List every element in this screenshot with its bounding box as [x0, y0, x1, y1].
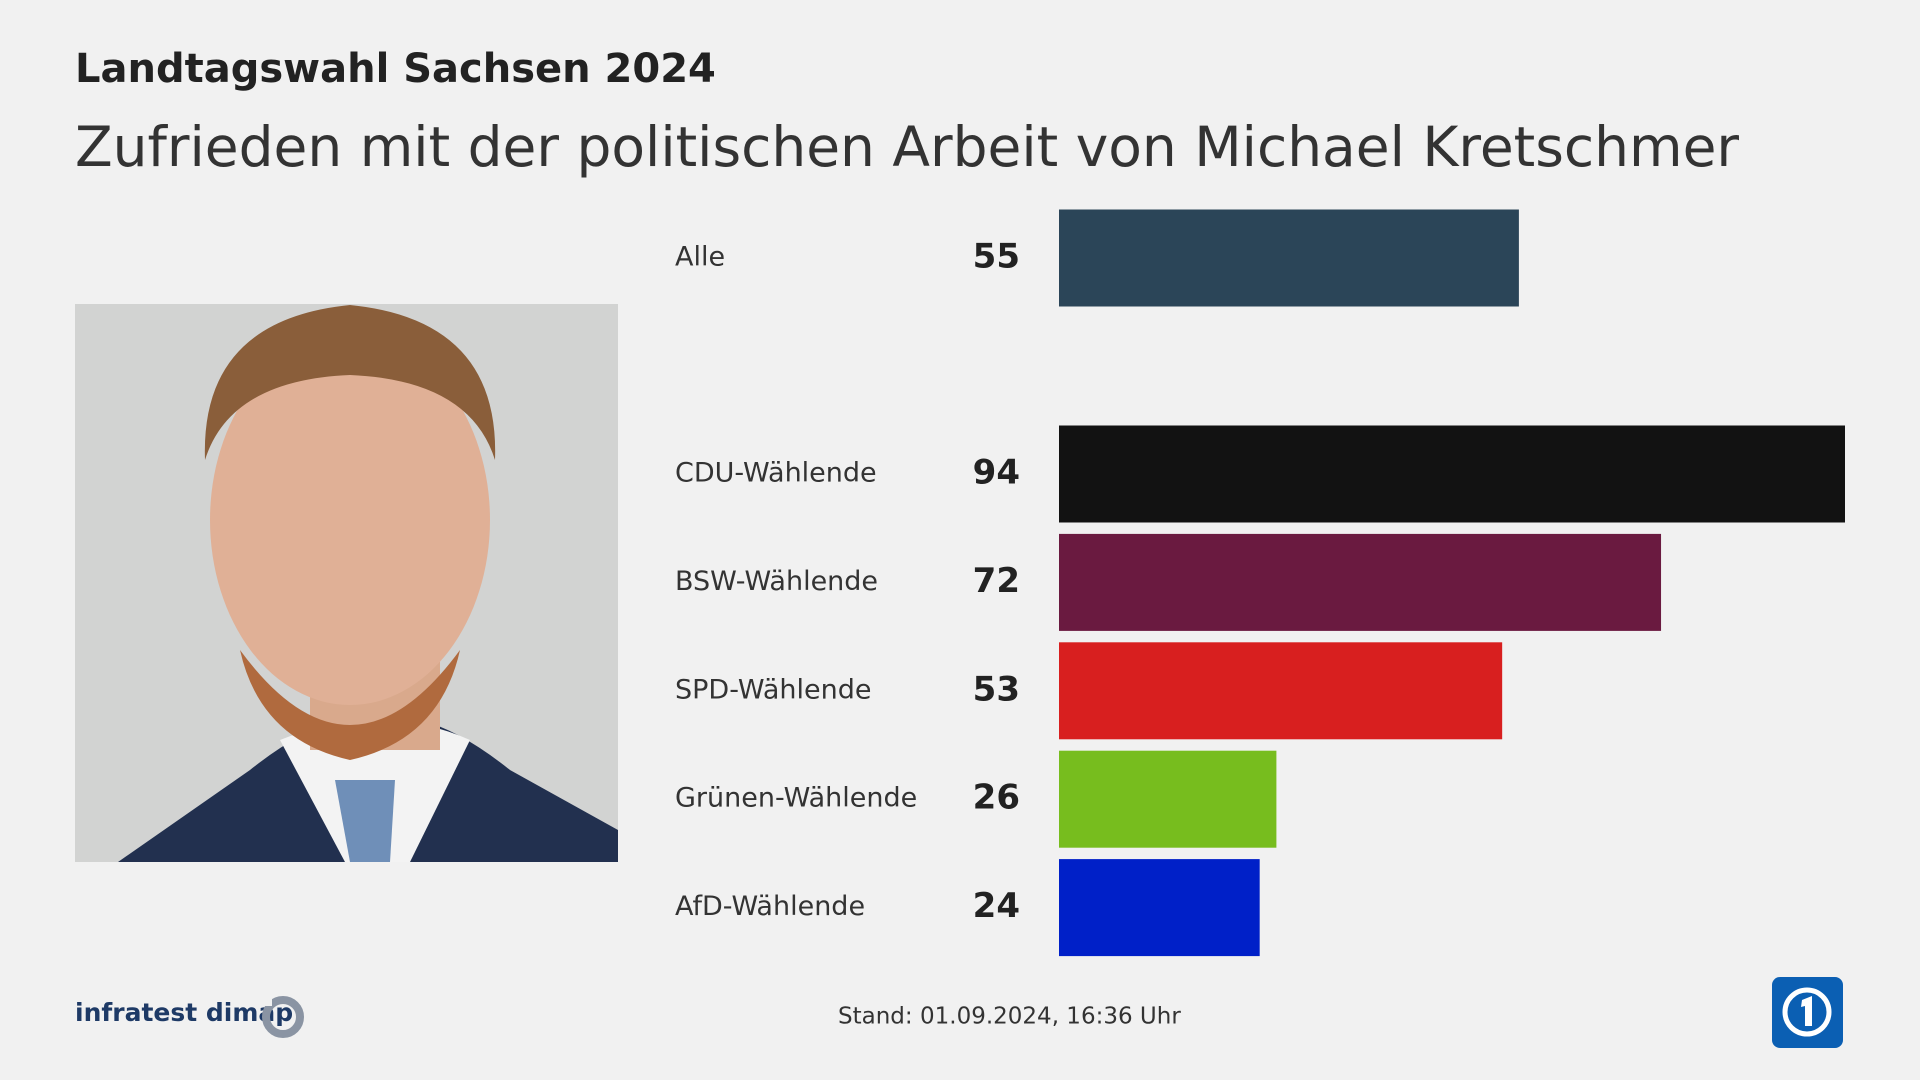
value-label: 26 — [973, 778, 1020, 818]
portrait — [75, 304, 618, 862]
category-label: Grünen-Wählende — [675, 783, 917, 814]
source: infratest dimap — [75, 998, 293, 1027]
value-label: 53 — [973, 669, 1020, 709]
chart-subtitle: Zufrieden mit der politischen Arbeit von… — [75, 115, 1739, 179]
bar — [1059, 533, 1662, 631]
category-label: SPD-Wählende — [675, 674, 871, 705]
broadcaster-logo — [1772, 977, 1843, 1048]
bar — [1059, 859, 1260, 957]
chart-title: Landtagswahl Sachsen 2024 — [75, 46, 716, 92]
bar — [1059, 209, 1519, 307]
value-label: 94 — [973, 453, 1020, 493]
stand-label: Stand: — [838, 1004, 913, 1030]
value-label: 24 — [973, 886, 1020, 926]
source-logo — [262, 992, 304, 1038]
bar — [1059, 750, 1277, 848]
category-label: CDU-Wählende — [675, 458, 877, 489]
value-label: 72 — [973, 561, 1020, 601]
bar — [1059, 425, 1845, 523]
category-label: Alle — [675, 242, 725, 273]
stand-date: 01.09.2024, 16:36 Uhr — [920, 1004, 1181, 1030]
bar — [1059, 642, 1503, 740]
value-label: 55 — [973, 237, 1020, 277]
category-label: AfD-Wählende — [675, 891, 865, 922]
category-label: BSW-Wählende — [675, 566, 878, 597]
